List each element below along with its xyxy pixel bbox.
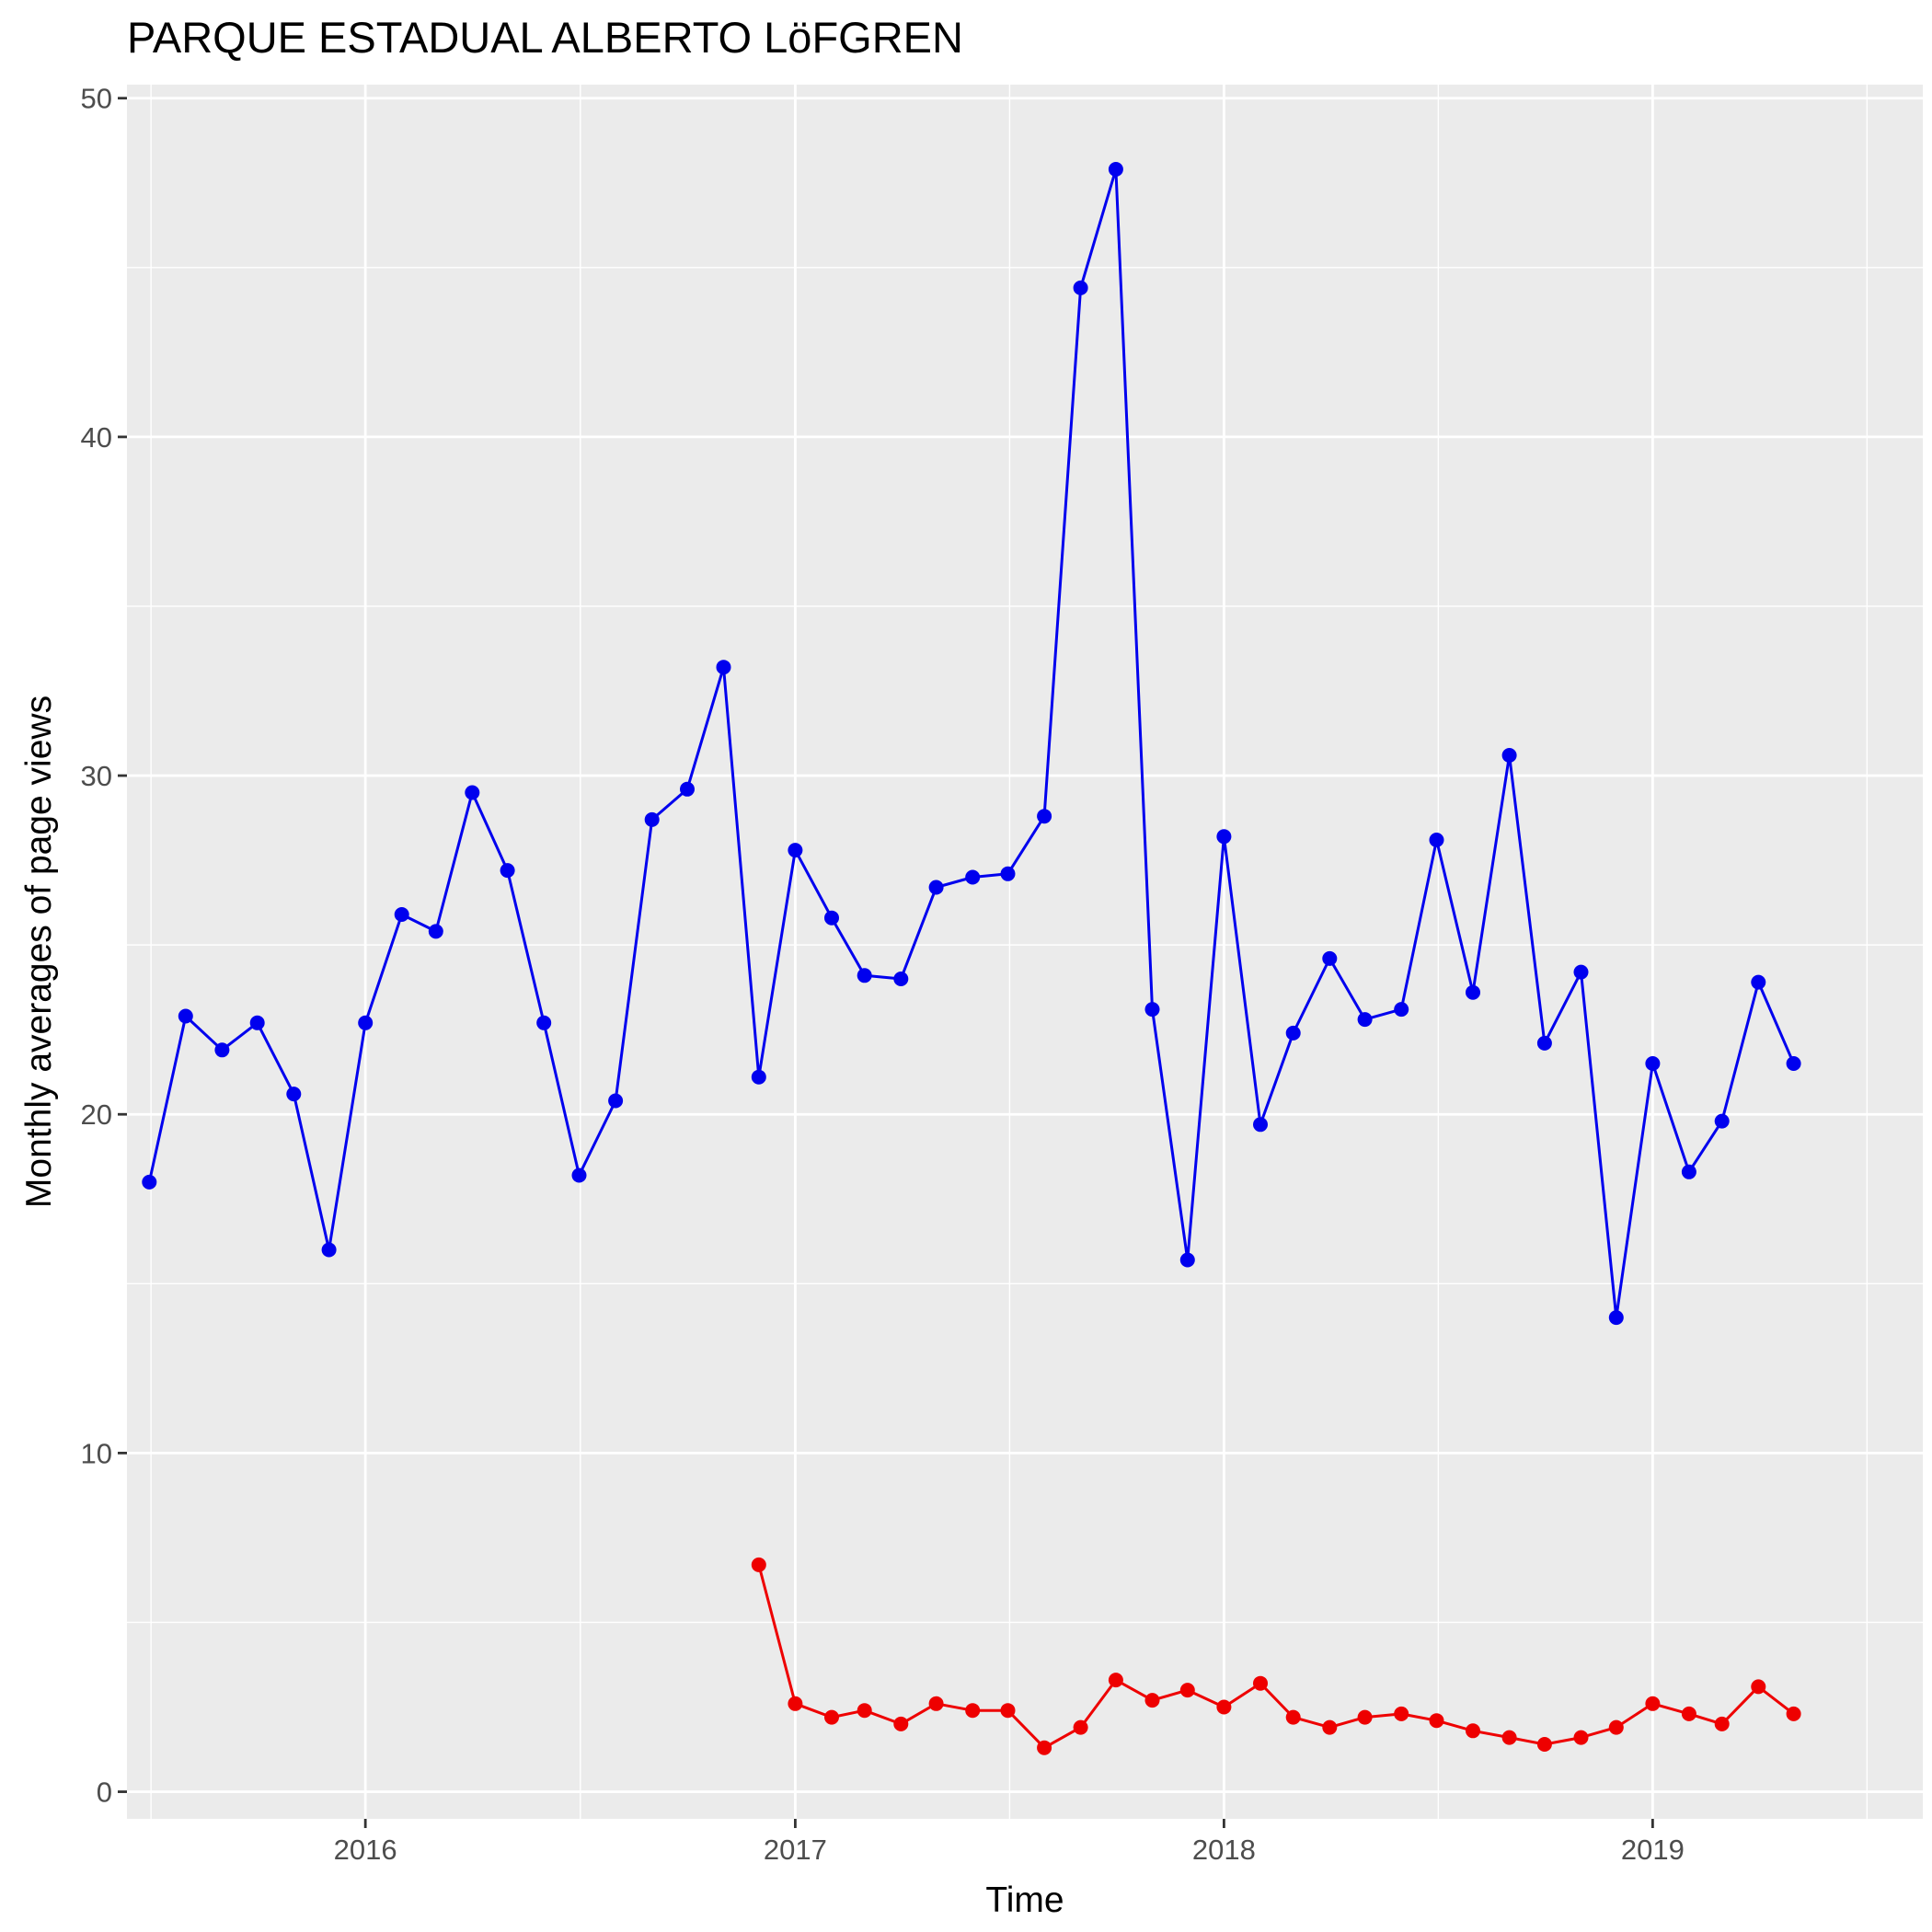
data-point [788, 1696, 803, 1711]
data-point [1285, 1025, 1301, 1041]
data-point [965, 869, 981, 885]
data-point [571, 1167, 587, 1183]
data-point [500, 863, 515, 879]
data-point [1179, 1683, 1195, 1698]
y-tick-label: 10 [81, 1437, 112, 1469]
data-point [1073, 1719, 1088, 1735]
data-point [644, 811, 660, 827]
data-point [608, 1093, 624, 1109]
data-point [1037, 809, 1052, 824]
data-point [1751, 974, 1766, 990]
data-point [214, 1042, 230, 1058]
x-axis-title: Time [985, 1880, 1064, 1920]
series-layer [142, 162, 1801, 1755]
data-point [178, 1008, 193, 1024]
data-point [1144, 1693, 1160, 1708]
data-point [1179, 1252, 1195, 1268]
data-point [1786, 1706, 1801, 1721]
data-point [893, 972, 909, 986]
data-point [1714, 1113, 1730, 1129]
data-point [249, 1015, 265, 1030]
y-axis-title: Monthly averages of page views [19, 696, 59, 1208]
data-point [1216, 1699, 1232, 1715]
data-point [1253, 1675, 1268, 1691]
data-point [680, 781, 695, 797]
data-point [824, 910, 839, 926]
data-point [1108, 1673, 1123, 1688]
data-point [824, 1709, 839, 1725]
data-point [428, 924, 443, 939]
data-point [1681, 1164, 1696, 1179]
data-point [1786, 1056, 1801, 1071]
data-point [1466, 984, 1480, 1000]
data-point [1285, 1709, 1301, 1725]
series-1 [142, 162, 1801, 1326]
data-point [321, 1242, 337, 1258]
data-point [1536, 1737, 1552, 1752]
data-point [1714, 1716, 1730, 1731]
y-tick-label: 50 [81, 83, 112, 115]
data-point [1322, 950, 1338, 966]
data-point [394, 907, 409, 922]
y-tick-label: 0 [97, 1777, 112, 1809]
data-point [1216, 829, 1232, 845]
data-point [358, 1015, 374, 1030]
data-point [1000, 866, 1016, 881]
data-point [1144, 1002, 1160, 1018]
data-point [857, 968, 872, 983]
data-point [788, 843, 803, 858]
data-point [1357, 1012, 1373, 1028]
data-point [1573, 964, 1589, 980]
data-point [1645, 1056, 1661, 1071]
y-tick-label: 30 [81, 760, 112, 792]
data-point [716, 660, 731, 675]
series-2 [751, 1557, 1801, 1755]
data-point [751, 1557, 766, 1572]
x-axis: 2016 2017 2018 2019 [334, 1819, 1685, 1866]
data-point [751, 1069, 766, 1085]
data-point [1000, 1703, 1016, 1719]
data-point [465, 785, 480, 800]
data-point [1429, 1713, 1444, 1729]
y-axis: 0 10 20 30 40 50 [81, 83, 127, 1809]
data-point [142, 1174, 157, 1190]
data-point [536, 1015, 552, 1030]
data-point [1253, 1117, 1268, 1133]
data-point [857, 1703, 872, 1719]
data-point [893, 1716, 909, 1731]
data-point [1501, 748, 1517, 763]
data-point [1573, 1730, 1589, 1745]
data-point [1608, 1719, 1624, 1735]
data-point [1608, 1310, 1624, 1326]
data-point [1501, 1730, 1517, 1745]
data-point [1394, 1002, 1409, 1018]
plot-panel [127, 85, 1923, 1819]
y-tick-label: 20 [81, 1098, 112, 1131]
y-tick-label: 40 [81, 421, 112, 454]
x-tick-label: 2018 [1192, 1834, 1256, 1866]
data-point [1322, 1719, 1338, 1735]
x-tick-label: 2017 [764, 1834, 827, 1866]
data-point [1394, 1706, 1409, 1721]
data-point [1645, 1696, 1661, 1711]
data-point [1073, 280, 1088, 295]
chart-title: PARQUE ESTADUAL ALBERTO LöFGREN [127, 13, 963, 62]
data-point [1429, 833, 1444, 847]
data-point [928, 1696, 944, 1711]
x-tick-label: 2016 [334, 1834, 397, 1866]
data-point [1466, 1723, 1480, 1739]
data-point [1037, 1740, 1052, 1755]
data-point [965, 1703, 981, 1719]
data-point [1536, 1035, 1552, 1051]
data-point [1357, 1709, 1373, 1725]
data-point [928, 880, 944, 895]
data-point [1681, 1706, 1696, 1721]
x-tick-label: 2019 [1621, 1834, 1685, 1866]
data-point [1108, 162, 1123, 177]
data-point [286, 1087, 302, 1102]
data-point [1751, 1679, 1766, 1695]
grid-lines [127, 85, 1923, 1819]
